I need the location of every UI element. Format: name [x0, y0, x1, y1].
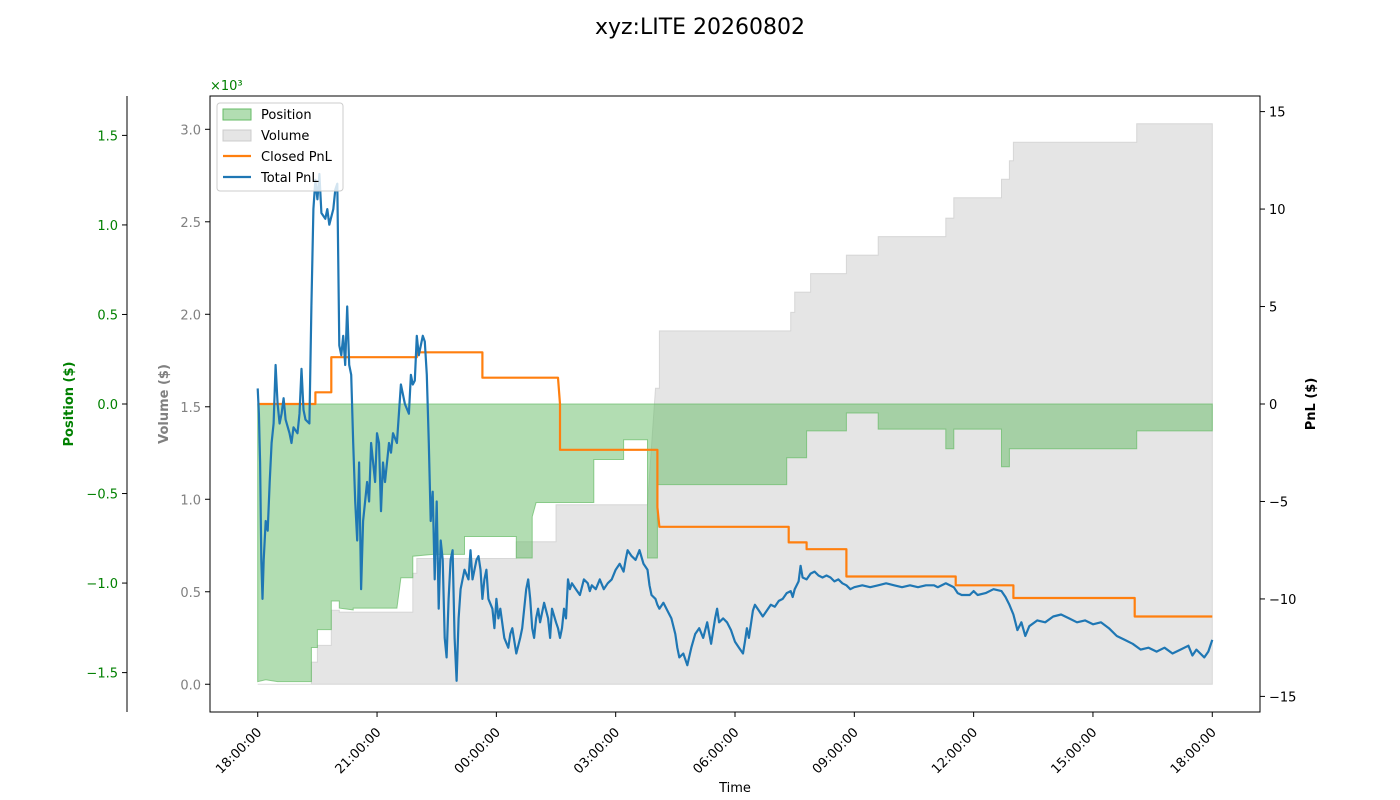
legend-box [216, 102, 344, 192]
x-tick-label: 15:00:00 [1048, 725, 1100, 777]
x-tick-label: 00:00:00 [452, 725, 504, 777]
position-area-layer [257, 403, 1213, 683]
pnl-lines-layer [256, 172, 1214, 682]
pnl-tick-label: 10 [1269, 203, 1286, 218]
x-tick-label: 12:00:00 [929, 725, 981, 777]
volume-axis-label: Volume ($) [157, 364, 172, 444]
x-tick-label: 18:00:00 [213, 725, 265, 777]
x-tick-label: 21:00:00 [333, 725, 385, 777]
volume-tick-label: 3.0 [180, 123, 201, 138]
x-tick-label: 03:00:00 [571, 725, 623, 777]
volume-tick-label: 1.5 [180, 401, 201, 416]
chart-title: xyz:LITE 20260802 [595, 15, 805, 40]
x-axis: 18:00:00 21:00:00 00:00:00 03:00:00 06:00:00… [213, 712, 1220, 777]
pnl-tick-label: 5 [1269, 301, 1277, 316]
position-tick-label: 1.5 [97, 129, 118, 144]
position-tick-label: 1.0 [97, 219, 118, 234]
pnl-tick-label: 0 [1269, 398, 1277, 413]
position-axis: −1.5 −1.0 −0.5 0.0 0.5 1.0 1.5 [86, 96, 128, 712]
position-axis-label: Position ($) [62, 362, 77, 447]
position-tick-label: −1.0 [86, 577, 118, 592]
x-tick-label: 18:00:00 [1168, 725, 1220, 777]
legend-label-position: Position [261, 108, 312, 123]
total-pnl-line [256, 172, 1214, 682]
volume-tick-label: 1.0 [180, 493, 201, 508]
closed-pnl-line [257, 351, 1213, 618]
legend-label-closed-pnl: Closed PnL [261, 150, 333, 165]
pnl-tick-label: −10 [1269, 593, 1296, 608]
pnl-tick-label: 15 [1269, 106, 1286, 121]
legend-label-volume: Volume [261, 129, 309, 144]
legend: Position Volume Closed PnL Total PnL [216, 102, 344, 192]
x-tick-label: 09:00:00 [810, 725, 862, 777]
volume-tick-label: 0.0 [180, 678, 201, 693]
volume-axis: 0.0 0.5 1.0 1.5 2.0 2.5 3.0 [180, 123, 210, 693]
pnl-tick-label: −5 [1269, 495, 1288, 510]
position-tick-label: −0.5 [86, 488, 118, 503]
position-tick-label: 0.5 [97, 308, 118, 323]
pnl-axis: −15 −10 −5 0 5 10 15 [1260, 106, 1296, 705]
position-tick-label: 0.0 [97, 398, 118, 413]
legend-swatch-volume [222, 129, 252, 142]
volume-tick-label: 2.5 [180, 216, 201, 231]
volume-tick-label: 2.0 [180, 308, 201, 323]
legend-label-total-pnl: Total PnL [260, 171, 319, 186]
pnl-tick-label: −15 [1269, 690, 1296, 705]
position-tick-label: −1.5 [86, 667, 118, 682]
volume-tick-label: 0.5 [180, 586, 201, 601]
x-axis-label: Time [718, 781, 751, 796]
position-area [257, 403, 1213, 683]
legend-swatch-position [222, 108, 252, 121]
volume-axis-multiplier: ×10³ [210, 79, 243, 94]
pnl-axis-label: PnL ($) [1304, 378, 1319, 431]
x-tick-label: 06:00:00 [691, 725, 743, 777]
